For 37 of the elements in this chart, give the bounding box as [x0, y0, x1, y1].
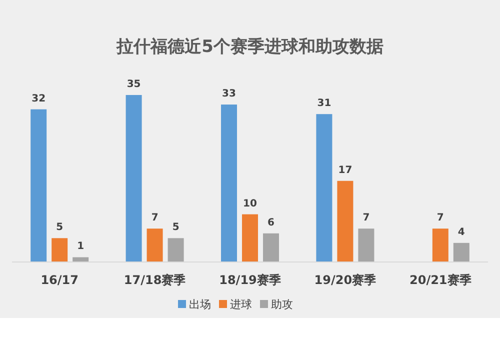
- bar: [453, 242, 470, 262]
- data-label: 33: [222, 88, 236, 100]
- bar: [316, 114, 332, 262]
- data-label: 32: [32, 93, 46, 104]
- bar: [126, 95, 142, 262]
- x-tick-label: 16/17: [40, 273, 78, 287]
- data-label: 1: [77, 241, 84, 252]
- bar: [221, 104, 237, 262]
- x-tick-label: 20/21赛季: [410, 273, 472, 287]
- bar: [358, 228, 374, 262]
- bar: [72, 257, 89, 262]
- bar: [52, 238, 68, 262]
- x-tick-label: 18/19赛季: [219, 273, 282, 287]
- x-tick-label: 17/18赛季: [124, 273, 187, 287]
- x-tick-label: 19/20赛季: [314, 273, 378, 287]
- data-label: 17: [338, 164, 352, 176]
- bar: [168, 238, 184, 262]
- chart-title: 拉什福德近5个赛季进球和助攻数据: [116, 37, 384, 57]
- legend-label: 进球: [230, 298, 252, 311]
- data-label: 5: [172, 222, 180, 234]
- data-label: 6: [268, 217, 275, 228]
- data-label: 35: [126, 79, 141, 90]
- bar: [30, 109, 47, 262]
- bar: [146, 228, 163, 262]
- bar: [337, 180, 354, 262]
- data-label: 4: [458, 226, 465, 238]
- data-label: 7: [151, 212, 158, 224]
- bar: [432, 228, 448, 262]
- data-label: 7: [362, 212, 370, 224]
- legend-label: 助攻: [271, 298, 293, 311]
- bar: [242, 214, 258, 262]
- data-label: 7: [436, 212, 444, 224]
- data-label: 5: [56, 222, 64, 234]
- bar: [263, 233, 279, 262]
- data-label: 10: [243, 198, 257, 210]
- data-label: 31: [317, 98, 332, 110]
- legend-label: 出场: [189, 298, 211, 311]
